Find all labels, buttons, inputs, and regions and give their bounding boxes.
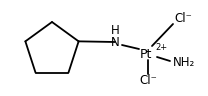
Text: Cl⁻: Cl⁻ (139, 74, 157, 86)
Text: H: H (111, 24, 119, 36)
Text: 2+: 2+ (155, 43, 167, 53)
Text: Pt: Pt (140, 48, 152, 60)
Text: Cl⁻: Cl⁻ (174, 12, 192, 24)
Text: NH₂: NH₂ (173, 55, 195, 69)
Text: N: N (111, 36, 119, 48)
